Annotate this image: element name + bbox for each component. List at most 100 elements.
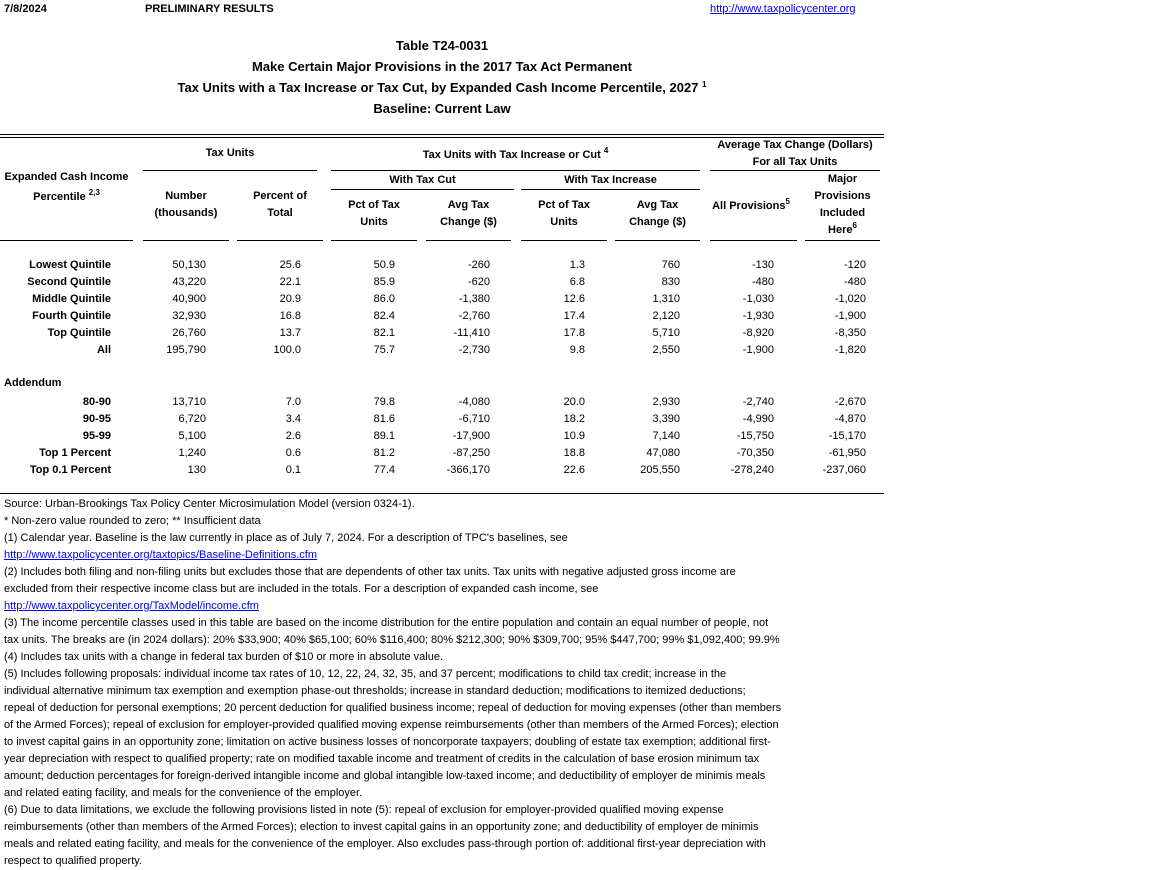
footnote-ref: 2,3 — [88, 188, 100, 197]
cell-inc-pct: 10.9 — [563, 430, 585, 442]
cell-all-provisions: -70,350 — [736, 447, 774, 459]
h: Change ($) — [629, 216, 686, 228]
cell-row-label: Second Quintile — [27, 276, 111, 288]
column-underline — [710, 240, 797, 241]
footnote-ref: 4 — [603, 146, 609, 155]
cell-inc-pct: 6.8 — [569, 276, 585, 288]
h: Average Tax Change (Dollars) — [717, 139, 873, 151]
cell-cut-pct: 77.4 — [373, 464, 395, 476]
h: Here — [828, 224, 853, 236]
h: Percent of — [253, 190, 307, 202]
cell-cut-pct: 50.9 — [373, 259, 395, 271]
cell-number: 13,710 — [172, 396, 206, 408]
cell-cut-avg: -2,760 — [458, 310, 490, 322]
cell-inc-avg: 5,710 — [652, 327, 680, 339]
note-line: individual alternative minimum tax exemp… — [4, 685, 746, 697]
cell-major-provisions: -1,020 — [834, 293, 866, 305]
rule — [331, 170, 700, 171]
cell-number: 130 — [187, 464, 206, 476]
cell-row-label: 95-99 — [82, 430, 111, 442]
note-line: reimbursements (other than members of th… — [4, 821, 759, 833]
note-line: Source: Urban-Brookings Tax Policy Cente… — [4, 498, 415, 510]
cell-row-label: Top 1 Percent — [39, 447, 111, 459]
col-header-cut-avg: Avg Tax Change ($) — [426, 197, 511, 231]
cell-cut-pct: 86.0 — [373, 293, 395, 305]
cell-pct-total: 0.6 — [285, 447, 301, 459]
title-line-2-text: Tax Units with a Tax Increase or Tax Cut… — [177, 80, 699, 95]
cell-row-label: 80-90 — [82, 396, 111, 408]
cell-cut-pct: 79.8 — [373, 396, 395, 408]
column-underline — [331, 240, 417, 241]
cell-all-provisions: -1,030 — [742, 293, 774, 305]
title-line-2: Tax Units with a Tax Increase or Tax Cut… — [0, 80, 884, 95]
cell-inc-pct: 18.2 — [563, 413, 585, 425]
note-link[interactable]: http://www.taxpolicycenter.org/TaxModel/… — [4, 600, 259, 612]
cell-major-provisions: -2,670 — [834, 396, 866, 408]
title-line-3: Baseline: Current Law — [373, 101, 511, 116]
column-underline — [521, 240, 607, 241]
note-line: (3) The income percentile classes used i… — [4, 617, 769, 629]
note-link[interactable]: http://www.taxpolicycenter.org/taxtopics… — [4, 549, 318, 561]
cell-number: 5,100 — [178, 430, 206, 442]
cell-number: 40,900 — [172, 293, 206, 305]
cell-row-label: Top 0.1 Percent — [29, 464, 111, 476]
cell-cut-pct: 82.4 — [373, 310, 395, 322]
note-line: (2) Includes both filing and non-filing … — [4, 566, 736, 578]
cell-pct-total: 3.4 — [285, 413, 301, 425]
cell-pct-total: 13.7 — [279, 327, 301, 339]
cell-cut-pct: 85.9 — [373, 276, 395, 288]
note-line: (1) Calendar year. Baseline is the law c… — [4, 532, 568, 544]
cell-cut-pct: 75.7 — [373, 344, 395, 356]
tpc-link[interactable]: http://www.taxpolicycenter.org — [710, 3, 856, 15]
h: Provisions — [814, 190, 871, 202]
cell-inc-avg: 760 — [661, 259, 680, 271]
cell-cut-avg: -17,900 — [452, 430, 490, 442]
cell-all-provisions: -480 — [751, 276, 774, 288]
col-header-with-increase: With Tax Increase — [564, 174, 657, 186]
cell-inc-pct: 22.6 — [563, 464, 585, 476]
cell-all-provisions: -1,930 — [742, 310, 774, 322]
h: Major — [827, 173, 858, 185]
note-line: (5) Includes following proposals: indivi… — [4, 668, 727, 680]
cell-major-provisions: -15,170 — [828, 430, 866, 442]
addendum-label: Addendum — [4, 377, 62, 389]
cell-row-label: All — [96, 344, 111, 356]
note-line: amount; deduction percentages for foreig… — [4, 770, 766, 782]
cell-number: 1,240 — [178, 447, 206, 459]
col-header-pct-total: Percent of Total — [237, 188, 323, 222]
cell-major-provisions: -480 — [843, 276, 866, 288]
cell-cut-pct: 81.2 — [373, 447, 395, 459]
cell-pct-total: 16.8 — [279, 310, 301, 322]
col-header-inc-pct: Pct of Tax Units — [521, 197, 607, 231]
col-header-incr-cut: Tax Units with Tax Increase or Cut 4 — [331, 147, 700, 164]
cell-major-provisions: -4,870 — [834, 413, 866, 425]
cell-major-provisions: -61,950 — [828, 447, 866, 459]
col-header-number: Number (thousands) — [143, 188, 229, 222]
cell-all-provisions: -2,740 — [742, 396, 774, 408]
cell-inc-avg: 3,390 — [652, 413, 680, 425]
cell-cut-avg: -260 — [467, 259, 490, 271]
cell-pct-total: 20.9 — [279, 293, 301, 305]
col-header-percentile-line2: Percentile 2,3 — [0, 189, 133, 206]
cell-cut-avg: -1,380 — [458, 293, 490, 305]
cell-cut-avg: -620 — [467, 276, 490, 288]
col-header-tax-units: Tax Units — [205, 147, 255, 159]
h: Here6 — [805, 222, 880, 239]
cell-cut-avg: -366,170 — [446, 464, 490, 476]
h: Pct of Tax — [348, 199, 400, 211]
cell-inc-avg: 2,550 — [652, 344, 680, 356]
cell-inc-avg: 1,310 — [652, 293, 680, 305]
cell-number: 43,220 — [172, 276, 206, 288]
column-underline — [143, 240, 229, 241]
h: Total — [267, 207, 293, 219]
h: (thousands) — [154, 207, 218, 219]
cell-cut-avg: -4,080 — [458, 396, 490, 408]
status-label: PRELIMINARY RESULTS — [145, 3, 274, 15]
top-rule — [0, 134, 884, 135]
column-underline — [237, 240, 323, 241]
note-line: (4) Includes tax units with a change in … — [4, 651, 444, 663]
note-line: tax units. The breaks are (in 2024 dolla… — [4, 634, 780, 646]
cell-row-label: Fourth Quintile — [32, 310, 111, 322]
cell-number: 26,760 — [172, 327, 206, 339]
cell-all-provisions: -278,240 — [730, 464, 774, 476]
